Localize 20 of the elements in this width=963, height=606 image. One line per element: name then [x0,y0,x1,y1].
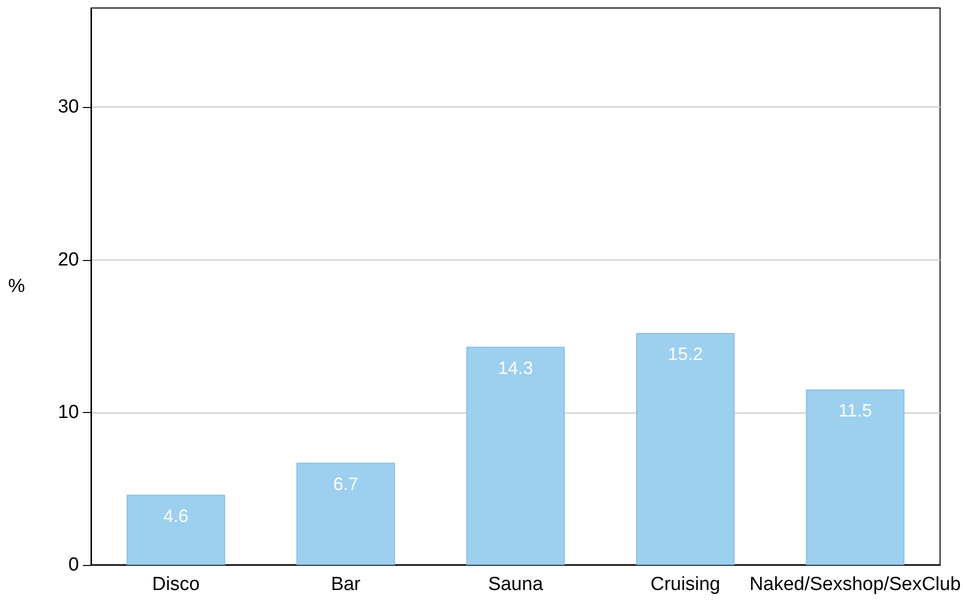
data-label: 4.6 [163,506,188,526]
x-tick-label: Naked/Sexshop/SexClub [750,574,961,595]
bar [636,333,735,565]
x-tick-label: Bar [330,574,362,595]
data-label: 6.7 [333,474,358,494]
bar [806,390,904,565]
y-axis-title: % [8,276,26,297]
x-tick-label: Sauna [488,574,544,595]
y-tick-label: 20 [58,249,79,270]
data-label: 15.2 [668,344,703,364]
y-tick-label: 0 [68,554,79,576]
y-tick-label: 10 [58,402,79,423]
data-label: 14.3 [498,358,534,378]
x-tick-label: Cruising [650,574,720,595]
data-label: 11.5 [838,400,872,421]
y-tick-label: 30 [58,96,79,118]
bar [126,494,226,565]
bar [296,462,395,565]
x-tick-label: Disco [152,574,200,595]
bar [466,346,565,565]
